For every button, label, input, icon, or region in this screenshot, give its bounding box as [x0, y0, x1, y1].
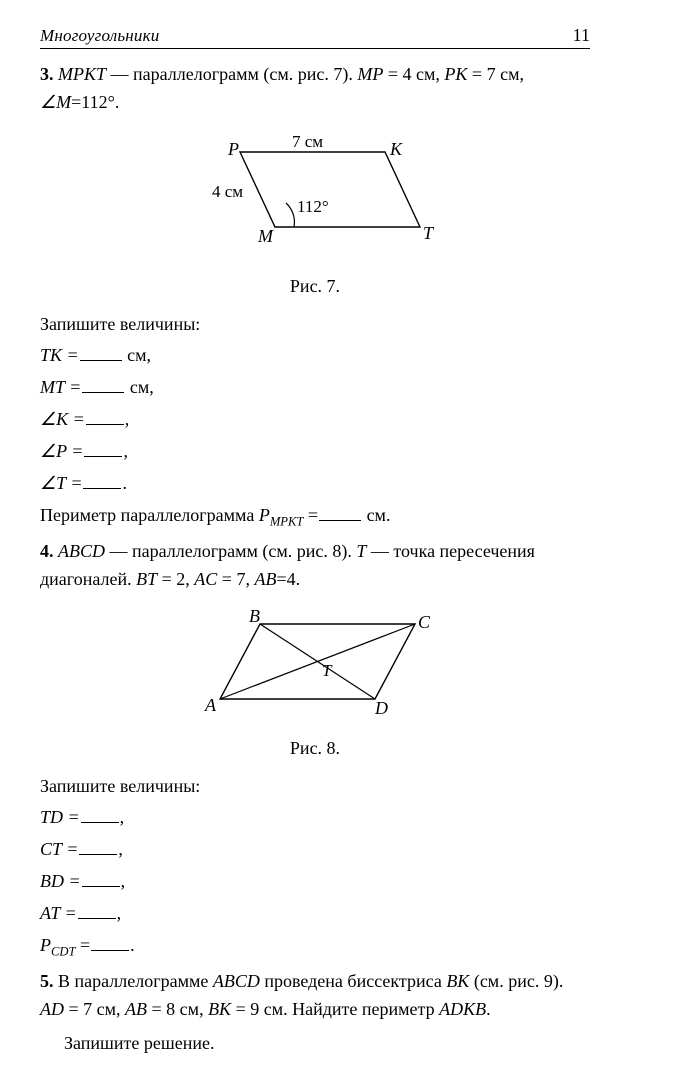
svg-text:C: C	[418, 612, 431, 632]
fill-line: ∠P =,	[40, 438, 590, 466]
problem-number: 3.	[40, 64, 54, 84]
write-values-label: Запишите величины:	[40, 311, 590, 339]
blank[interactable]	[84, 439, 122, 457]
problem-5: 5. В параллелограмме ABCD проведена бисс…	[40, 968, 590, 1024]
blank[interactable]	[83, 471, 121, 489]
math: ∠M	[40, 92, 71, 112]
blank[interactable]	[81, 805, 119, 823]
section-title: Многоугольники	[40, 26, 159, 46]
figure-7: P K M T 7 см 4 см 112° Рис. 7.	[40, 127, 590, 301]
math: BT	[136, 569, 157, 589]
blank[interactable]	[80, 343, 122, 361]
math: MPKT	[58, 64, 106, 84]
problem-3: 3. MPKT — параллелограмм (см. рис. 7). M…	[40, 61, 590, 117]
svg-text:D: D	[374, 698, 388, 718]
svg-text:T: T	[322, 661, 333, 680]
problem-number: 5.	[40, 971, 54, 991]
svg-text:P: P	[227, 139, 239, 159]
blank[interactable]	[319, 503, 361, 521]
blank[interactable]	[91, 933, 129, 951]
parallelogram-abcd: B C A D T	[165, 604, 465, 724]
math: ABCD	[58, 541, 105, 561]
fill-line: TK = см,	[40, 342, 590, 370]
math: MP	[357, 64, 383, 84]
text: — параллелограмм (см. рис. 7).	[106, 64, 357, 84]
perimeter-line: Периметр параллелограмма PMPKT = см.	[40, 502, 590, 532]
fill-line: AT =,	[40, 900, 590, 928]
blank[interactable]	[82, 375, 124, 393]
svg-text:B: B	[249, 606, 260, 626]
solution-label: Запишите решение.	[64, 1030, 590, 1058]
fill-line: PCDT =.	[40, 932, 590, 962]
fill-line: TD =,	[40, 804, 590, 832]
svg-text:112°: 112°	[297, 197, 329, 216]
blank[interactable]	[82, 869, 120, 887]
fill-line: CT =,	[40, 836, 590, 864]
figure-8: B C A D T Рис. 8.	[40, 604, 590, 763]
fill-line: ∠K =,	[40, 406, 590, 434]
problem-number: 4.	[40, 541, 54, 561]
parallelogram-pmkt: P K M T 7 см 4 см 112°	[170, 127, 460, 262]
blank[interactable]	[79, 837, 117, 855]
math: PK	[444, 64, 467, 84]
text: = 4 см,	[383, 64, 444, 84]
svg-text:7 см: 7 см	[292, 132, 323, 151]
math: T	[356, 541, 366, 561]
text: =112°.	[71, 92, 119, 112]
fill-line: MT = см,	[40, 374, 590, 402]
svg-text:M: M	[257, 226, 274, 246]
figure-caption: Рис. 8.	[40, 735, 590, 763]
svg-text:A: A	[204, 695, 217, 715]
fill-line: BD =,	[40, 868, 590, 896]
write-values-label: Запишите величины:	[40, 773, 590, 801]
problem-4: 4. ABCD — параллелограмм (см. рис. 8). T…	[40, 538, 590, 594]
svg-text:K: K	[389, 139, 403, 159]
figure-caption: Рис. 7.	[40, 273, 590, 301]
text: = 7 см,	[467, 64, 524, 84]
fill-line: ∠T =.	[40, 470, 590, 498]
text: — параллелограмм (см. рис. 8).	[105, 541, 356, 561]
blank[interactable]	[78, 901, 116, 919]
svg-text:T: T	[423, 223, 435, 243]
page-number: 11	[573, 25, 590, 46]
svg-text:4 см: 4 см	[212, 182, 243, 201]
blank[interactable]	[86, 407, 124, 425]
page-header: Многоугольники 11	[40, 25, 590, 49]
